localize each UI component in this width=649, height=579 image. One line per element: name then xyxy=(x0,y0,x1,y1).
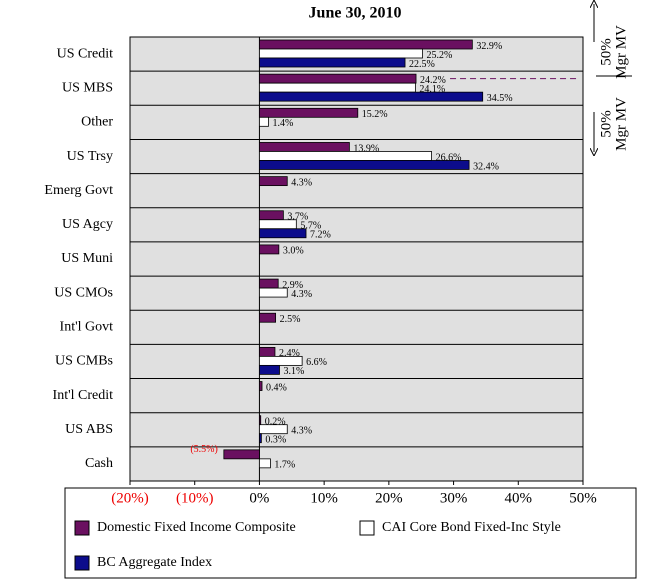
value-label: 0.3% xyxy=(265,434,286,445)
bar xyxy=(259,57,406,68)
value-label: 2.4% xyxy=(279,348,300,359)
legend-swatch xyxy=(359,520,375,536)
bar xyxy=(259,433,262,444)
value-label: 6.6% xyxy=(306,357,327,368)
value-label: 4.3% xyxy=(291,289,312,300)
legend xyxy=(64,487,637,579)
value-label: 34.5% xyxy=(487,93,513,104)
bar xyxy=(259,73,417,84)
bar xyxy=(259,160,470,170)
x-tick-label: 10% xyxy=(310,490,338,506)
annotation: 50% xyxy=(598,38,614,66)
value-label: 22.5% xyxy=(409,59,435,70)
bar xyxy=(259,39,473,50)
y-tick-label: US CMBs xyxy=(55,354,113,369)
y-tick-label: US Trsy xyxy=(67,149,113,164)
y-tick-label: US CMOs xyxy=(54,285,113,300)
legend-swatch xyxy=(74,520,90,536)
y-tick-label: US ABS xyxy=(65,422,113,437)
value-label: 5.7% xyxy=(300,221,321,232)
y-tick-label: Other xyxy=(81,115,113,130)
value-label: 7.2% xyxy=(310,230,331,241)
bar xyxy=(259,107,359,118)
y-tick-label: Emerg Govt xyxy=(44,183,113,198)
bar xyxy=(223,449,260,460)
value-label: 24.2% xyxy=(420,75,446,86)
legend-label: CAI Core Bond Fixed-Inc Style xyxy=(382,520,561,535)
bar xyxy=(259,346,276,357)
y-tick-label: US Credit xyxy=(57,46,114,61)
chart-title: June 30, 2010 xyxy=(309,5,402,22)
annotation: Mgr MV xyxy=(613,25,629,79)
value-label: 3.1% xyxy=(283,366,304,377)
annotation: Mgr MV xyxy=(613,97,629,151)
y-tick-label: Int'l Credit xyxy=(53,388,114,403)
bar xyxy=(259,142,350,152)
y-tick-label: Int'l Govt xyxy=(60,320,114,335)
y-tick-label: US Muni xyxy=(61,251,113,266)
bar xyxy=(259,244,280,255)
bar xyxy=(259,424,288,435)
value-label: 1.7% xyxy=(274,460,295,471)
value-label: (5.5%) xyxy=(190,444,218,455)
x-tick-label: 0% xyxy=(249,490,269,506)
bar xyxy=(259,210,284,221)
bar xyxy=(259,312,277,323)
value-label: 1.4% xyxy=(272,118,293,129)
bar xyxy=(259,278,279,289)
legend-swatch xyxy=(74,555,90,571)
value-label: 0.4% xyxy=(266,382,287,393)
bar xyxy=(259,91,484,102)
value-label: 32.4% xyxy=(473,161,499,172)
value-label: 13.9% xyxy=(353,143,379,154)
value-label: 32.9% xyxy=(476,41,502,52)
bar xyxy=(259,219,297,230)
bar xyxy=(259,116,269,127)
bar xyxy=(259,415,262,426)
x-tick-label: (10%) xyxy=(176,490,214,506)
bar xyxy=(259,82,416,93)
legend-label: Domestic Fixed Income Composite xyxy=(97,520,296,535)
bar xyxy=(259,228,307,239)
x-tick-label: 50% xyxy=(569,490,597,506)
value-label: 4.3% xyxy=(291,425,312,436)
annotation: 50% xyxy=(598,110,614,138)
x-tick-label: 40% xyxy=(505,490,533,506)
bar xyxy=(259,355,303,366)
bar xyxy=(259,458,271,469)
bar xyxy=(259,176,288,187)
value-label: 15.2% xyxy=(362,109,388,120)
bar xyxy=(259,364,280,375)
value-label: 4.3% xyxy=(291,177,312,188)
value-label: 2.5% xyxy=(280,314,301,325)
x-tick-label: 20% xyxy=(375,490,403,506)
value-label: 25.2% xyxy=(427,50,453,61)
value-label: 26.6% xyxy=(436,152,462,163)
y-tick-label: US Agcy xyxy=(62,217,113,232)
bar xyxy=(259,48,423,59)
bar xyxy=(259,381,263,391)
legend-label: BC Aggregate Index xyxy=(97,555,212,570)
bar xyxy=(259,151,432,161)
plot-area xyxy=(129,36,584,482)
y-tick-label: US MBS xyxy=(62,80,113,95)
value-label: 2.9% xyxy=(282,280,303,291)
value-label: 3.0% xyxy=(283,246,304,257)
value-label: 3.7% xyxy=(287,212,308,223)
value-label: 24.1% xyxy=(419,84,445,95)
y-tick-label: Cash xyxy=(85,456,113,471)
x-tick-label: (20%) xyxy=(111,490,149,506)
value-label: 0.2% xyxy=(265,416,286,427)
bar xyxy=(259,287,288,298)
x-tick-label: 30% xyxy=(440,490,468,506)
